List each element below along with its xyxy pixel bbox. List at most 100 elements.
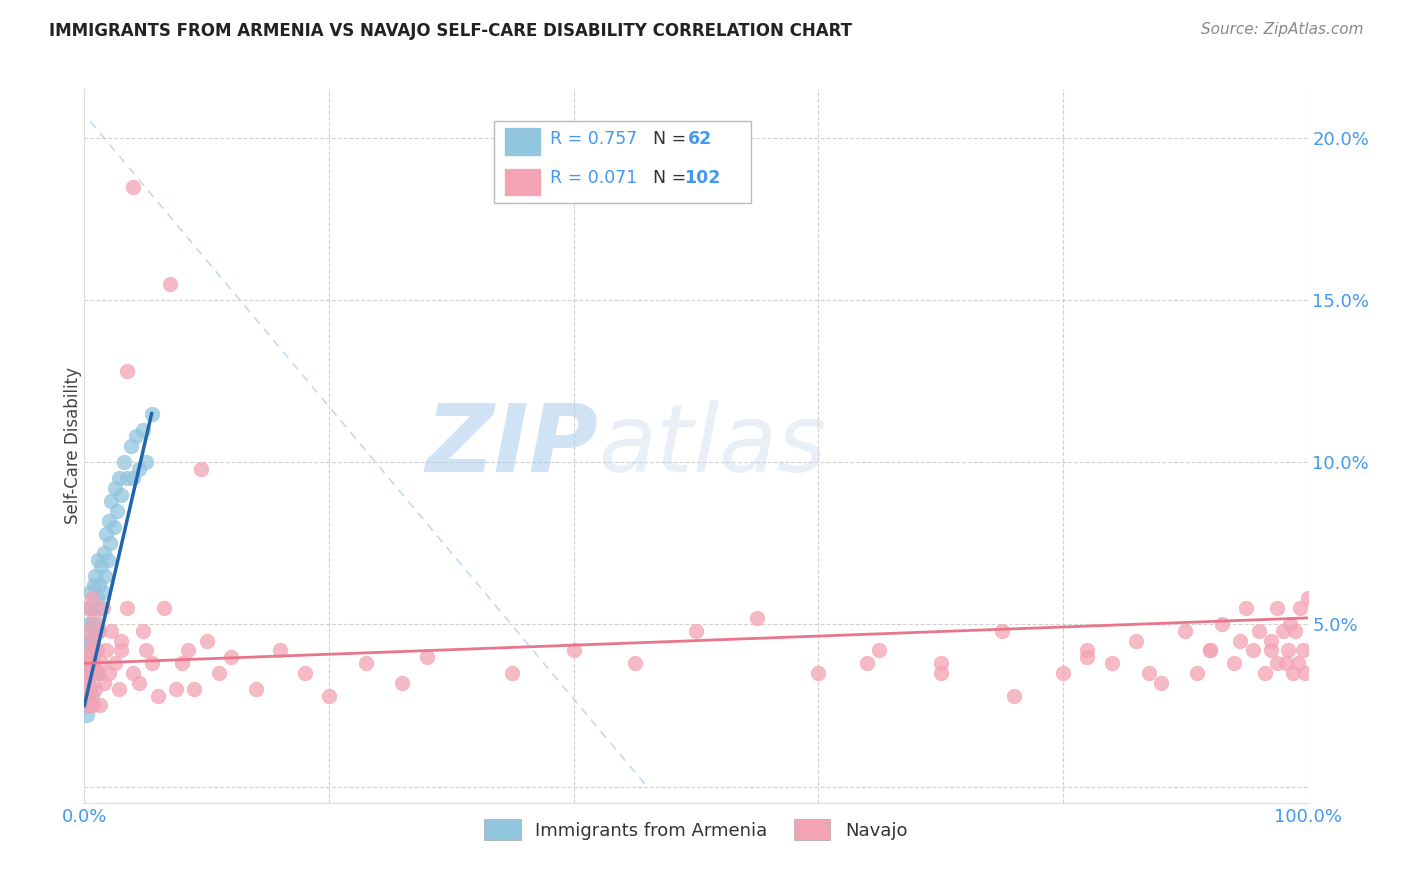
Point: [294, 666, 316, 681]
Text: N =: N =: [654, 130, 686, 148]
Point: [1294, 666, 1316, 681]
Point: [76, 689, 98, 703]
Point: [77, 682, 100, 697]
Point: [1002, 689, 1025, 703]
Point: [87, 578, 110, 592]
Point: [120, 439, 142, 453]
Point: [1137, 666, 1160, 681]
Point: [110, 488, 132, 502]
Point: [1101, 657, 1123, 671]
Point: [83, 657, 105, 671]
Point: [1277, 643, 1299, 657]
Point: [87, 624, 110, 638]
Point: [135, 455, 157, 469]
Point: [98, 536, 121, 550]
Point: [107, 471, 129, 485]
Point: [86, 591, 108, 606]
Point: [94, 568, 117, 582]
Point: [146, 689, 169, 703]
Point: [77, 698, 100, 713]
Point: [165, 682, 187, 697]
Point: [87, 624, 110, 638]
Point: [77, 601, 100, 615]
Point: [110, 643, 132, 657]
Point: [83, 611, 105, 625]
Text: N =: N =: [654, 169, 686, 187]
Y-axis label: Self-Care Disability: Self-Care Disability: [65, 368, 82, 524]
Point: [77, 666, 100, 681]
Point: [83, 624, 105, 638]
Point: [77, 617, 100, 632]
Point: [1284, 624, 1306, 638]
Point: [1187, 666, 1209, 681]
Point: [79, 585, 101, 599]
Point: [80, 689, 103, 703]
Point: [172, 657, 194, 671]
Point: [856, 657, 879, 671]
Point: [624, 657, 647, 671]
Point: [115, 471, 138, 485]
Point: [991, 624, 1014, 638]
Point: [100, 624, 122, 638]
FancyBboxPatch shape: [503, 168, 541, 196]
Point: [75, 698, 97, 713]
Point: [104, 657, 127, 671]
Text: 102: 102: [683, 169, 720, 187]
Point: [128, 675, 150, 690]
Point: [79, 682, 101, 697]
Point: [77, 601, 100, 615]
Point: [77, 643, 100, 657]
Point: [159, 277, 181, 291]
Point: [89, 601, 111, 615]
Point: [89, 698, 111, 713]
Point: [269, 643, 291, 657]
Point: [76, 633, 98, 648]
Point: [80, 591, 103, 606]
Point: [1296, 591, 1319, 606]
Point: [82, 698, 104, 713]
Point: [82, 666, 104, 681]
Point: [1260, 633, 1282, 648]
FancyBboxPatch shape: [503, 127, 541, 155]
Point: [103, 520, 125, 534]
Point: [219, 649, 242, 664]
Point: [245, 682, 267, 697]
Point: [77, 657, 100, 671]
Point: [80, 666, 103, 681]
Point: [84, 568, 107, 582]
Point: [1292, 643, 1315, 657]
Point: [84, 682, 107, 697]
Text: IMMIGRANTS FROM ARMENIA VS NAVAJO SELF-CARE DISABILITY CORRELATION CHART: IMMIGRANTS FROM ARMENIA VS NAVAJO SELF-C…: [49, 22, 852, 40]
Point: [1289, 601, 1312, 615]
Point: [86, 643, 108, 657]
FancyBboxPatch shape: [494, 121, 751, 203]
Point: [107, 682, 129, 697]
Text: R = 0.757: R = 0.757: [550, 130, 638, 148]
Point: [141, 657, 163, 671]
Point: [122, 471, 145, 485]
Point: [391, 675, 413, 690]
Point: [208, 666, 231, 681]
Point: [562, 643, 585, 657]
Point: [153, 601, 176, 615]
Point: [82, 601, 104, 615]
Point: [1247, 624, 1270, 638]
Point: [76, 708, 98, 723]
Point: [1272, 624, 1295, 638]
Point: [195, 633, 218, 648]
Point: [1052, 666, 1074, 681]
Point: [122, 666, 145, 681]
Point: [354, 657, 377, 671]
Point: [79, 633, 101, 648]
Point: [96, 526, 118, 541]
Point: [502, 666, 524, 681]
Point: [77, 689, 100, 703]
Point: [77, 675, 100, 690]
Point: [132, 624, 155, 638]
Point: [128, 461, 150, 475]
Point: [416, 649, 439, 664]
Point: [75, 643, 97, 657]
Point: [1125, 633, 1147, 648]
Text: Source: ZipAtlas.com: Source: ZipAtlas.com: [1201, 22, 1364, 37]
Point: [1282, 666, 1305, 681]
